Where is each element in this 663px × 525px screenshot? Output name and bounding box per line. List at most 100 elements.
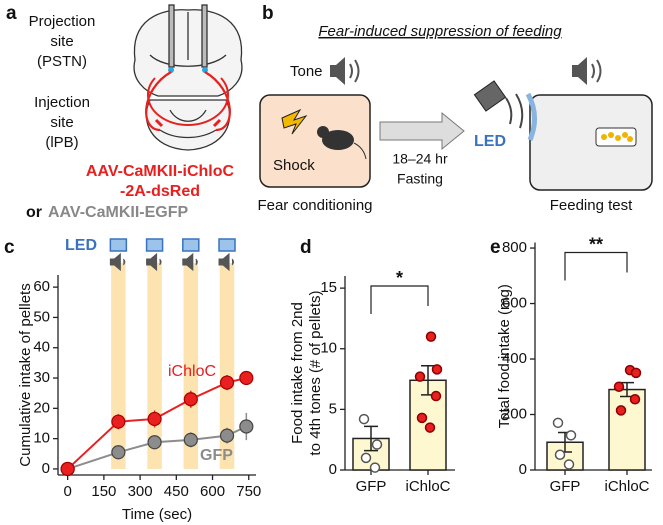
bar — [608, 388, 646, 471]
x-tick-label: 300 — [128, 483, 153, 500]
speaker-icon — [182, 252, 198, 272]
data-point — [425, 331, 437, 342]
y-axis-label: Food intake from 2nd — [289, 302, 306, 444]
label: (PSTN) — [37, 53, 87, 70]
y-tick-label: 40 — [33, 339, 50, 356]
data-point — [554, 449, 566, 460]
data-point — [369, 462, 381, 473]
x-tick-label: iChloC — [604, 478, 649, 495]
label: 18–24 hr — [392, 151, 448, 167]
data-point — [219, 375, 235, 390]
y-tick-label: 60 — [33, 278, 50, 295]
x-axis-label: Time (sec) — [122, 506, 192, 523]
data-point — [219, 428, 235, 443]
y-tick-label: 0 — [42, 460, 50, 477]
data-point — [183, 432, 198, 447]
label: Fear conditioning — [257, 197, 372, 214]
stimulus-band — [183, 263, 199, 469]
panel-label: b — [262, 3, 274, 24]
y-tick-label: 20 — [33, 399, 50, 416]
data-point — [431, 364, 443, 375]
speaker-icon — [146, 252, 162, 272]
y-tick-label: 50 — [33, 308, 50, 325]
data-point — [358, 413, 370, 425]
x-tick-label: 600 — [200, 483, 225, 500]
led-square — [182, 238, 200, 252]
data-point — [615, 405, 627, 416]
speaker-icon — [218, 252, 235, 272]
x-tick-label: GFP — [356, 478, 387, 495]
shock-icon — [281, 108, 308, 135]
x-tick-label: iChloC — [405, 478, 450, 495]
led-label: LED — [65, 237, 97, 254]
y-tick-label: 10 — [320, 340, 337, 357]
y-tick-label: 5 — [329, 400, 337, 417]
y-tick-label: 10 — [33, 430, 50, 447]
y-axis-label: Cumulative intake of pellets — [17, 283, 34, 466]
led-lamp — [473, 80, 537, 141]
data-point — [552, 417, 564, 429]
data-point — [111, 414, 126, 429]
x-tick-label: 0 — [63, 483, 71, 500]
data-point — [424, 422, 436, 433]
series-label: iChloC — [168, 363, 216, 380]
x-tick-label: 150 — [91, 483, 116, 500]
y-tick-label: 15 — [320, 279, 337, 296]
y-tick-label: 0 — [519, 461, 527, 478]
panel-label: a — [6, 3, 17, 24]
data-point — [565, 430, 577, 441]
panel-label: d — [300, 237, 312, 258]
error-bar — [364, 425, 378, 452]
series-label: GFP — [200, 447, 233, 464]
label: Feeding test — [550, 197, 633, 214]
speaker-icon — [330, 57, 602, 85]
panel-label: e — [490, 237, 501, 258]
y-tick-label: 30 — [33, 369, 50, 386]
label: Projection — [29, 13, 96, 30]
led-label: LED — [474, 133, 506, 150]
data-point — [239, 370, 254, 386]
data-point — [430, 390, 442, 402]
data-point — [630, 367, 642, 379]
significance-label: ** — [589, 234, 603, 254]
y-tick-label: 800 — [502, 239, 527, 256]
brain-diagram — [133, 4, 243, 151]
data-point — [563, 459, 575, 470]
box — [529, 94, 653, 191]
arrow — [379, 111, 465, 151]
data-point — [147, 435, 162, 450]
data-point — [111, 445, 126, 460]
label: site — [50, 114, 73, 131]
y-axis-label: to 4th tones (# of pellets) — [307, 290, 324, 455]
data-point — [414, 371, 426, 382]
data-point — [613, 381, 625, 393]
led-square — [109, 238, 128, 252]
led-square — [218, 238, 236, 252]
significance-bracket — [564, 251, 628, 281]
data-point — [239, 419, 254, 434]
data-point — [360, 452, 372, 464]
led-square — [145, 238, 164, 252]
significance-label: * — [396, 268, 403, 288]
panel-label: c — [4, 237, 15, 258]
y-tick-label: 200 — [502, 405, 527, 422]
speaker-icon — [109, 252, 126, 272]
data-point — [60, 461, 75, 477]
x-tick-label: GFP — [550, 478, 581, 495]
label: Fasting — [397, 171, 443, 187]
label: site — [50, 33, 73, 50]
label: Tone — [290, 63, 323, 80]
virus-label: -2A-dsRed — [120, 183, 200, 200]
data-point — [416, 412, 428, 424]
x-tick-label: 750 — [236, 483, 261, 500]
label: or — [26, 204, 42, 221]
stimulus-band — [111, 263, 126, 469]
virus-label: AAV-CaMKII-EGFP — [48, 204, 188, 221]
y-tick-label: 0 — [329, 461, 337, 478]
label: (lPB) — [45, 134, 78, 151]
data-point — [629, 394, 641, 405]
stimulus-band — [219, 263, 235, 469]
virus-label: AAV-CaMKII-iChloC — [86, 163, 235, 180]
y-tick-label: 400 — [502, 350, 527, 367]
